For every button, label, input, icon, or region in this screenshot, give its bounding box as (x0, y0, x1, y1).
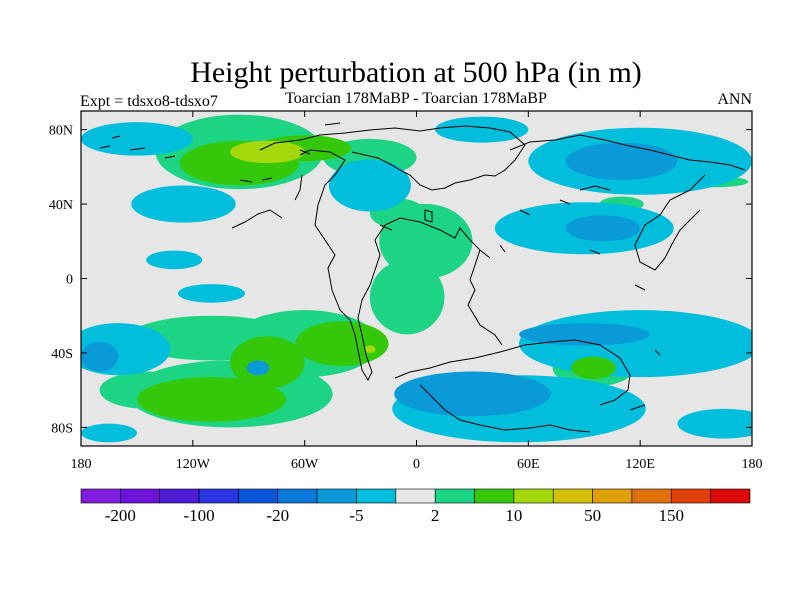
colorbar-swatch (80, 488, 121, 504)
anomaly-region (565, 215, 641, 242)
anomaly-region (677, 408, 752, 439)
map-area (81, 111, 752, 446)
y-axis: 80N 40N 0 40S 80S (49, 124, 752, 436)
colorbar-swatch (670, 488, 711, 504)
coastline-north (259, 125, 526, 191)
colorbar-swatch (316, 488, 357, 504)
colorbar-label: 10 (505, 506, 522, 525)
anomaly-region (131, 185, 236, 223)
colorbar-swatch (513, 488, 554, 504)
colorbar-label: 2 (431, 506, 440, 525)
subtitle-right: ANN (717, 91, 752, 108)
anomaly-region (369, 259, 445, 335)
x-tick-label: 120E (625, 457, 655, 472)
colorbar-swatch (277, 488, 318, 504)
anomaly-region (136, 377, 287, 422)
colorbar-swatch (434, 488, 475, 504)
coastline-islands (99, 122, 661, 411)
x-tick-label: 0 (413, 457, 420, 472)
coastline-americas (299, 149, 503, 382)
colorbar-label: -200 (105, 506, 136, 525)
x-tick-label: 120W (176, 457, 211, 472)
colorbar-label: 50 (584, 506, 601, 525)
anomaly-region (177, 284, 246, 303)
coastline-south (394, 339, 631, 433)
colorbar-label: 150 (659, 506, 685, 525)
x-axis: 180 120W 60W 0 60E 120E 180 (71, 111, 763, 472)
colorbar-swatch (159, 488, 200, 504)
anomaly-region (565, 142, 678, 180)
colorbar-label: -20 (266, 506, 289, 525)
x-tick-label: 180 (742, 457, 763, 472)
anomaly-region (146, 250, 203, 270)
subtitle-left: Expt = tdsxo8-tdsxo7 (80, 93, 218, 110)
y-tick-label: 0 (66, 273, 73, 288)
colorbar: -200 -100 -20 -5 2 10 50 150 (80, 488, 751, 525)
anomaly-region (435, 116, 529, 143)
colorbar-swatch (592, 488, 633, 504)
anomaly-region (364, 345, 376, 353)
anomaly-region (246, 360, 270, 376)
coastlines (99, 122, 746, 433)
coastline-east (509, 134, 746, 271)
colorbar-label: -100 (183, 506, 214, 525)
colorbar-swatch (474, 488, 515, 504)
y-tick-label: 80S (51, 421, 73, 436)
subtitle-center: Toarcian 178MaBP - Toarcian 178MaBP (285, 90, 547, 107)
colorbar-swatch (198, 488, 239, 504)
y-tick-label: 40N (49, 198, 73, 213)
colorbar-swatch (356, 488, 397, 504)
colorbar-swatch (552, 488, 593, 504)
anomaly-region (81, 341, 119, 372)
x-tick-label: 180 (71, 457, 92, 472)
anomaly-region (81, 323, 171, 376)
anomaly-region (519, 323, 650, 346)
colorbar-swatch (395, 488, 436, 504)
anomaly-region (81, 423, 137, 443)
colorbar-swatch (238, 488, 279, 504)
anomaly-region (295, 321, 389, 366)
anomaly-region (81, 122, 193, 156)
x-tick-label: 60W (291, 457, 319, 472)
anomaly-region (230, 336, 305, 389)
colorbar-swatch (710, 488, 751, 504)
y-tick-label: 80N (49, 124, 73, 139)
y-tick-label: 40S (51, 347, 73, 362)
anomaly-region (394, 371, 551, 417)
anomaly-region (571, 356, 616, 380)
colorbar-swatch (120, 488, 161, 504)
anomaly-region (328, 159, 411, 212)
chart-title: Height perturbation at 500 hPa (in m) (190, 56, 642, 89)
colorbar-swatch (631, 488, 672, 504)
anomaly-region (230, 140, 305, 164)
x-tick-label: 60E (517, 457, 540, 472)
colorbar-label: -5 (349, 506, 363, 525)
coastline-west-arc (231, 174, 303, 229)
